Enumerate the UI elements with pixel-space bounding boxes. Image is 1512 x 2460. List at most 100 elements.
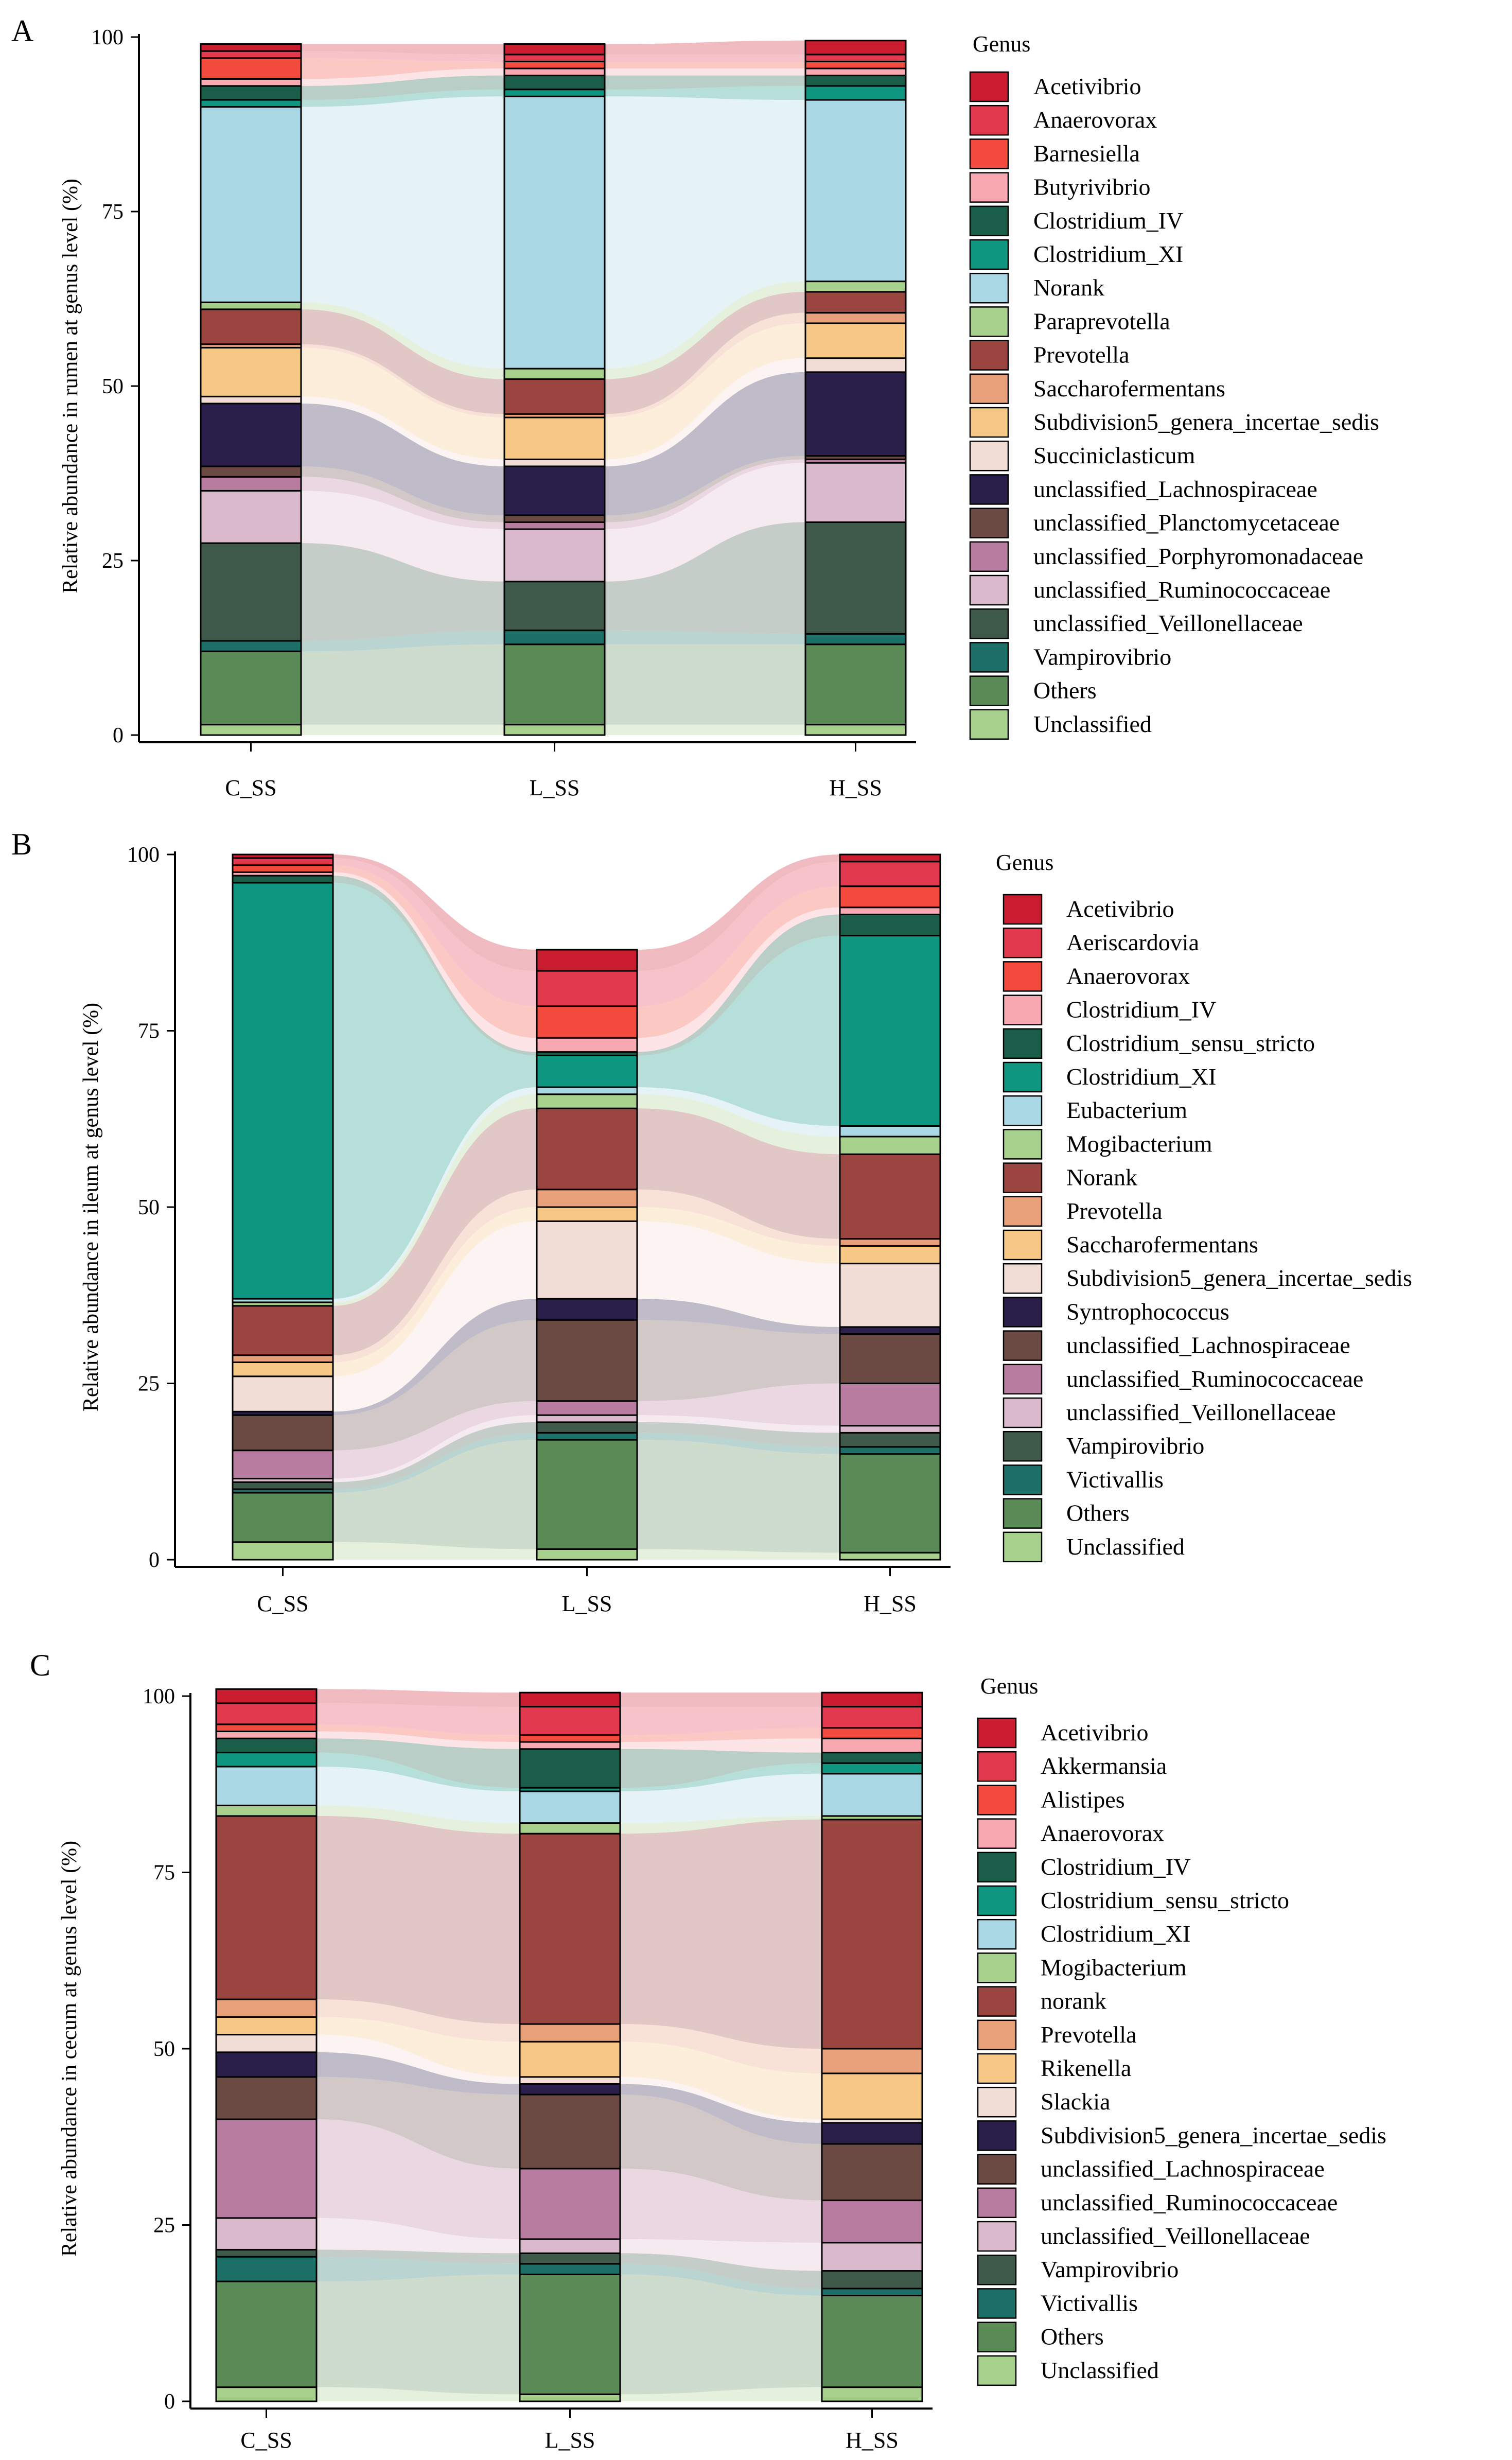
flow-Saccharofermentans-L_SS [605,312,805,418]
legend-item: Norank [1003,1162,1137,1193]
bar-segment-unclassified_Ruminococcaceae-H_SS [839,1383,941,1427]
flow-Alistipes-C_SS [317,1724,520,1742]
flow-Vampirovibrio-L_SS [620,2253,822,2289]
flow-unclassified_Veillonellaceae-C_SS [333,1415,537,1482]
y-tick-label: 50 [153,2037,175,2061]
flow-Others-C_SS [301,644,504,725]
bar-segment-Barnesiella-H_SS [804,60,907,69]
legend-item: Mogibacterium [977,1952,1187,1983]
legend-swatch [977,2086,1017,2118]
legend-item: Victivallis [977,2288,1138,2319]
legend-item: Clostridium_XI [977,1918,1190,1950]
flow-Unclassified-C_SS [301,724,504,735]
bar-segment-Unclassified-H_SS [804,724,907,736]
legend-label: unclassified_Veillonellaceae [1033,610,1303,636]
bar-segment-unclassified_Ruminococcaceae-H_SS [821,2200,923,2244]
flow-Unclassified-L_SS [637,1549,840,1560]
bar-segment-Vampirovibrio-L_SS [519,2252,621,2265]
legend-label: Anaerovorax [1066,963,1190,989]
flow-Rikenella-C_SS [317,2017,520,2077]
legend-label: Anaerovorax [1041,1820,1164,1846]
legend-item: Vampirovibrio [1003,1430,1204,1462]
legend-swatch [969,306,1009,337]
bar-segment-Prevotella-C_SS [200,308,302,345]
bar-segment-Butyrivibrio-L_SS [503,67,606,77]
flow-unclassified_Lachnospiraceae-C_SS [333,1320,537,1451]
legend-label: Clostridium_sensu_stricto [1041,1887,1289,1913]
flow-Clostridium_IV-C_SS [301,75,504,100]
panel-letter: A [11,14,33,48]
legend-label: Slackia [1041,2088,1110,2115]
legend-item: Others [977,2322,1104,2352]
bar-segment-Norank-H_SS [804,99,907,283]
legend-swatch [969,675,1009,706]
legend-item: Rikenella [977,2053,1131,2084]
legend-item: Paraprevotella [969,306,1170,337]
bar-segment-Saccharofermentans-L_SS [536,1206,638,1222]
bar-segment-Clostridium_XI-H_SS [804,85,907,101]
legend-item: Aeriscardovia [1003,927,1199,958]
y-axis-label: Relative abundance in ileum at genus lev… [79,1003,103,1411]
legend-item: Mogibacterium [1003,1129,1212,1160]
flow-Anaerovorax-L_SS [620,1738,822,1753]
bar-segment-Unclassified-C_SS [232,1541,334,1561]
bar-segment-Norank-C_SS [200,106,302,303]
bar-segment-unclassified_Lachnospiraceae-L_SS [536,1319,638,1402]
flow-Norank-C_SS [301,96,504,369]
bar-segment-unclassified_Veillonellaceae-L_SS [536,1414,638,1423]
flow-unclassified_Ruminococcaceae-L_SS [605,463,805,582]
legend-swatch [969,474,1009,505]
legend-swatch [1003,1196,1043,1227]
bar-segment-Victivallis-H_SS [839,1446,941,1455]
bar-segment-Clostridium_IV-L_SS [536,1037,638,1053]
legend-swatch [969,104,1009,136]
bar-segment-norank-C_SS [215,1815,318,2000]
flow-Aeriscardovia-C_SS [333,858,537,1006]
legend-item: Clostridium_IV [1003,995,1216,1025]
flow-unclassified_Planctomycetaceae-C_SS [301,466,504,522]
flow-unclassified_Planctomycetaceae-L_SS [605,456,805,522]
flow-unclassified_Veillonellaceae-L_SS [620,2239,822,2271]
flow-unclassified_Ruminococcaceae-C_SS [333,1401,537,1479]
legend-label: unclassified_Veillonellaceae [1066,1399,1336,1425]
legend-item: Unclassified [1003,1531,1185,1563]
legend-label: Clostridium_XI [1041,1921,1190,1947]
x-tick-label: C_SS [257,1591,308,1616]
bar-segment-Norank-L_SS [536,1107,638,1191]
bar-segment-Saccharofermentans-C_SS [232,1361,334,1377]
legend-swatch [969,541,1009,572]
panel-a: A 0 25 50 75 100 C_SS L_SS H_SS Relative abundanc… [11,14,1379,800]
legend-swatch [977,1885,1017,1916]
bar-segment-Butyrivibrio-C_SS [200,78,302,87]
bar-segment-Mogibacterium-L_SS [519,1822,621,1835]
bar-segment-Mogibacterium-C_SS [215,1804,318,1817]
bar-segment-Prevotella-H_SS [804,291,907,314]
legend-label: Mogibacterium [1041,1954,1187,1980]
flow-Subdivision5_genera_incertae_sedis-C_SS [333,1221,537,1412]
bar-segment-Unclassified-C_SS [215,2386,318,2402]
flow-Norank-C_SS [333,1108,537,1355]
legend-item: norank [977,1986,1106,2017]
bar-segment-Anaerovorax-L_SS [519,1741,621,1750]
bar-segment-unclassified_Lachnospiraceae-H_SS [839,1333,941,1385]
flow-Saccharofermentans-C_SS [301,344,504,418]
flow-unclassified_Veillonellaceae-L_SS [637,1415,840,1433]
bar-segment-Slackia-C_SS [215,2034,318,2053]
bar-segment-Prevotella-C_SS [215,1998,318,2018]
bar-segment-unclassified_Veillonellaceae-L_SS [519,2238,621,2254]
bar-segment-Clostridium_XI-L_SS [519,1790,621,1824]
flow-Mogibacterium-C_SS [317,1805,520,1834]
legend-swatch [969,642,1009,673]
flow-Slackia-L_SS [620,2077,822,2123]
legend-label: Mogibacterium [1066,1130,1212,1157]
bar-segment-unclassified_Lachnospiraceae-H_SS [821,2143,923,2202]
bar-segment-Rikenella-L_SS [519,2040,621,2078]
legend-label: Anaerovorax [1033,107,1157,133]
legend-label: Saccharofermentans [1066,1231,1258,1258]
legend-item: Subdivision5_genera_incertae_sedis [1003,1263,1412,1294]
bar-segment-Others-L_SS [503,643,606,726]
x-tick-label: L_SS [545,2428,595,2453]
legend-label: Akkermansia [1041,1753,1167,1779]
legend-swatch [977,2322,1017,2352]
flow-Akkermansia-L_SS [620,1706,822,1735]
